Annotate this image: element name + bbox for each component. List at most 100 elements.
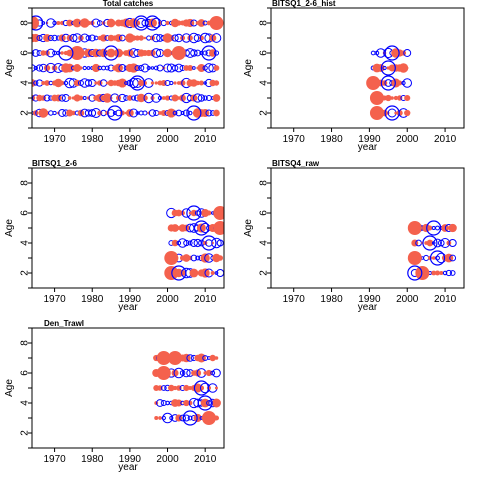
- bubble-negative: [202, 50, 208, 56]
- y-tick-label: 6: [20, 210, 31, 216]
- y-tick-label: 4: [20, 240, 31, 246]
- bubble-positive: [197, 63, 206, 73]
- bubble-negative: [216, 239, 224, 247]
- bubble-negative: [118, 93, 127, 103]
- bubble-negative-large: [129, 75, 146, 91]
- x-tick-label: 1990: [119, 294, 142, 305]
- bubble-positive: [171, 239, 179, 247]
- bubble-positive: [183, 399, 190, 407]
- bubble-positive: [198, 35, 204, 41]
- bubble-negative: [43, 94, 51, 102]
- bubble-positive: [182, 254, 191, 262]
- bubble-positive-large: [407, 221, 422, 235]
- bubble-negative-large: [422, 235, 438, 251]
- bubble-positive: [127, 95, 133, 101]
- bubble-negative-large: [32, 15, 44, 31]
- bubble-negative: [195, 255, 201, 261]
- bubble-negative: [192, 66, 196, 70]
- bubble-positive: [171, 94, 179, 102]
- bubble-negative: [163, 63, 173, 73]
- x-tick-label: 1980: [320, 134, 343, 145]
- x-tick-label: 1990: [358, 294, 381, 305]
- bubble-positive-large: [168, 351, 183, 365]
- bubble-negative: [88, 109, 97, 117]
- x-axis-label: year: [118, 142, 138, 153]
- bubble-positive: [393, 95, 398, 101]
- bubble-positive: [210, 271, 215, 275]
- bubble-positive: [121, 18, 131, 28]
- y-axis-label: Age: [243, 219, 254, 237]
- bubble-negative: [205, 109, 213, 117]
- bubble-negative: [69, 33, 78, 43]
- bubble-positive: [427, 225, 433, 231]
- bubble-negative: [80, 33, 90, 43]
- x-tick-label: 1970: [43, 454, 66, 465]
- bubble-negative: [190, 254, 198, 262]
- bubble-positive: [117, 78, 127, 88]
- bubble-positive: [106, 18, 116, 28]
- bubble-positive: [66, 19, 74, 27]
- bubble-negative: [442, 270, 448, 276]
- bubble-negative: [213, 50, 220, 56]
- bubble-negative: [180, 111, 185, 115]
- bubble-positive: [175, 399, 183, 407]
- bubble-positive: [189, 268, 199, 278]
- bubble-positive: [106, 48, 116, 58]
- bubble-positive: [405, 66, 409, 70]
- bubble-positive: [171, 369, 179, 377]
- bubble-positive: [66, 109, 74, 117]
- bubble-positive: [211, 398, 221, 408]
- x-tick-label: 2010: [434, 134, 457, 145]
- bubbles: [32, 15, 224, 121]
- bubble-positive: [172, 385, 178, 391]
- bubble-positive: [94, 81, 98, 85]
- bubble-positive-large: [32, 16, 39, 30]
- x-tick-label: 1970: [43, 294, 66, 305]
- bubble-negative-large: [384, 45, 400, 61]
- bubble-positive: [71, 110, 76, 116]
- x-axis-label: year: [358, 302, 378, 313]
- bubble-positive: [179, 94, 186, 102]
- bubble-negative: [171, 64, 179, 72]
- y-tick-label: 2: [259, 270, 270, 276]
- bubble-positive-large: [201, 411, 216, 425]
- bubble-positive: [217, 255, 224, 261]
- bubble-negative: [131, 95, 137, 101]
- bubble-positive-large: [164, 251, 179, 265]
- bubbles: [407, 220, 457, 281]
- bubble-positive-large: [366, 76, 381, 90]
- x-tick-label: 1980: [81, 134, 104, 145]
- bubble-negative-large: [107, 105, 123, 121]
- bubble-positive: [164, 95, 171, 101]
- x-tick-label: 2010: [194, 134, 217, 145]
- bubble-positive: [209, 354, 216, 362]
- bubble-negative: [192, 93, 203, 103]
- bubble-negative: [182, 368, 191, 378]
- x-tick-label: 1980: [320, 294, 343, 305]
- bubble-positive: [165, 20, 170, 26]
- bubble-positive: [398, 63, 409, 73]
- bubble-negative: [36, 34, 43, 42]
- bubble-positive-large: [213, 221, 224, 235]
- bubble-positive: [143, 36, 147, 40]
- bubble-negative: [431, 226, 436, 230]
- bubble-negative: [153, 65, 159, 71]
- bubble-negative-large: [193, 220, 210, 236]
- bubble-positive: [73, 94, 81, 102]
- bubble-positive: [56, 21, 61, 25]
- bubble-negative: [448, 238, 457, 248]
- y-tick-label: 2: [259, 110, 270, 116]
- panel-title: BITSQ1_2-6_hist: [272, 0, 336, 8]
- bubble-positive: [40, 50, 47, 56]
- panel-1: 1970 1980 1990 2000 2010 2 4 6 8 Total catches yea…: [4, 0, 225, 153]
- y-tick-label: 4: [20, 80, 31, 86]
- x-tick-label: 1990: [119, 134, 142, 145]
- y-tick-label: 4: [259, 80, 270, 86]
- bubble-negative: [190, 49, 198, 57]
- bubble-positive-large: [369, 106, 384, 120]
- y-tick-label: 8: [20, 340, 31, 346]
- bubble-positive: [187, 64, 194, 72]
- bubble-positive: [163, 48, 172, 58]
- bubble-negative: [33, 65, 38, 71]
